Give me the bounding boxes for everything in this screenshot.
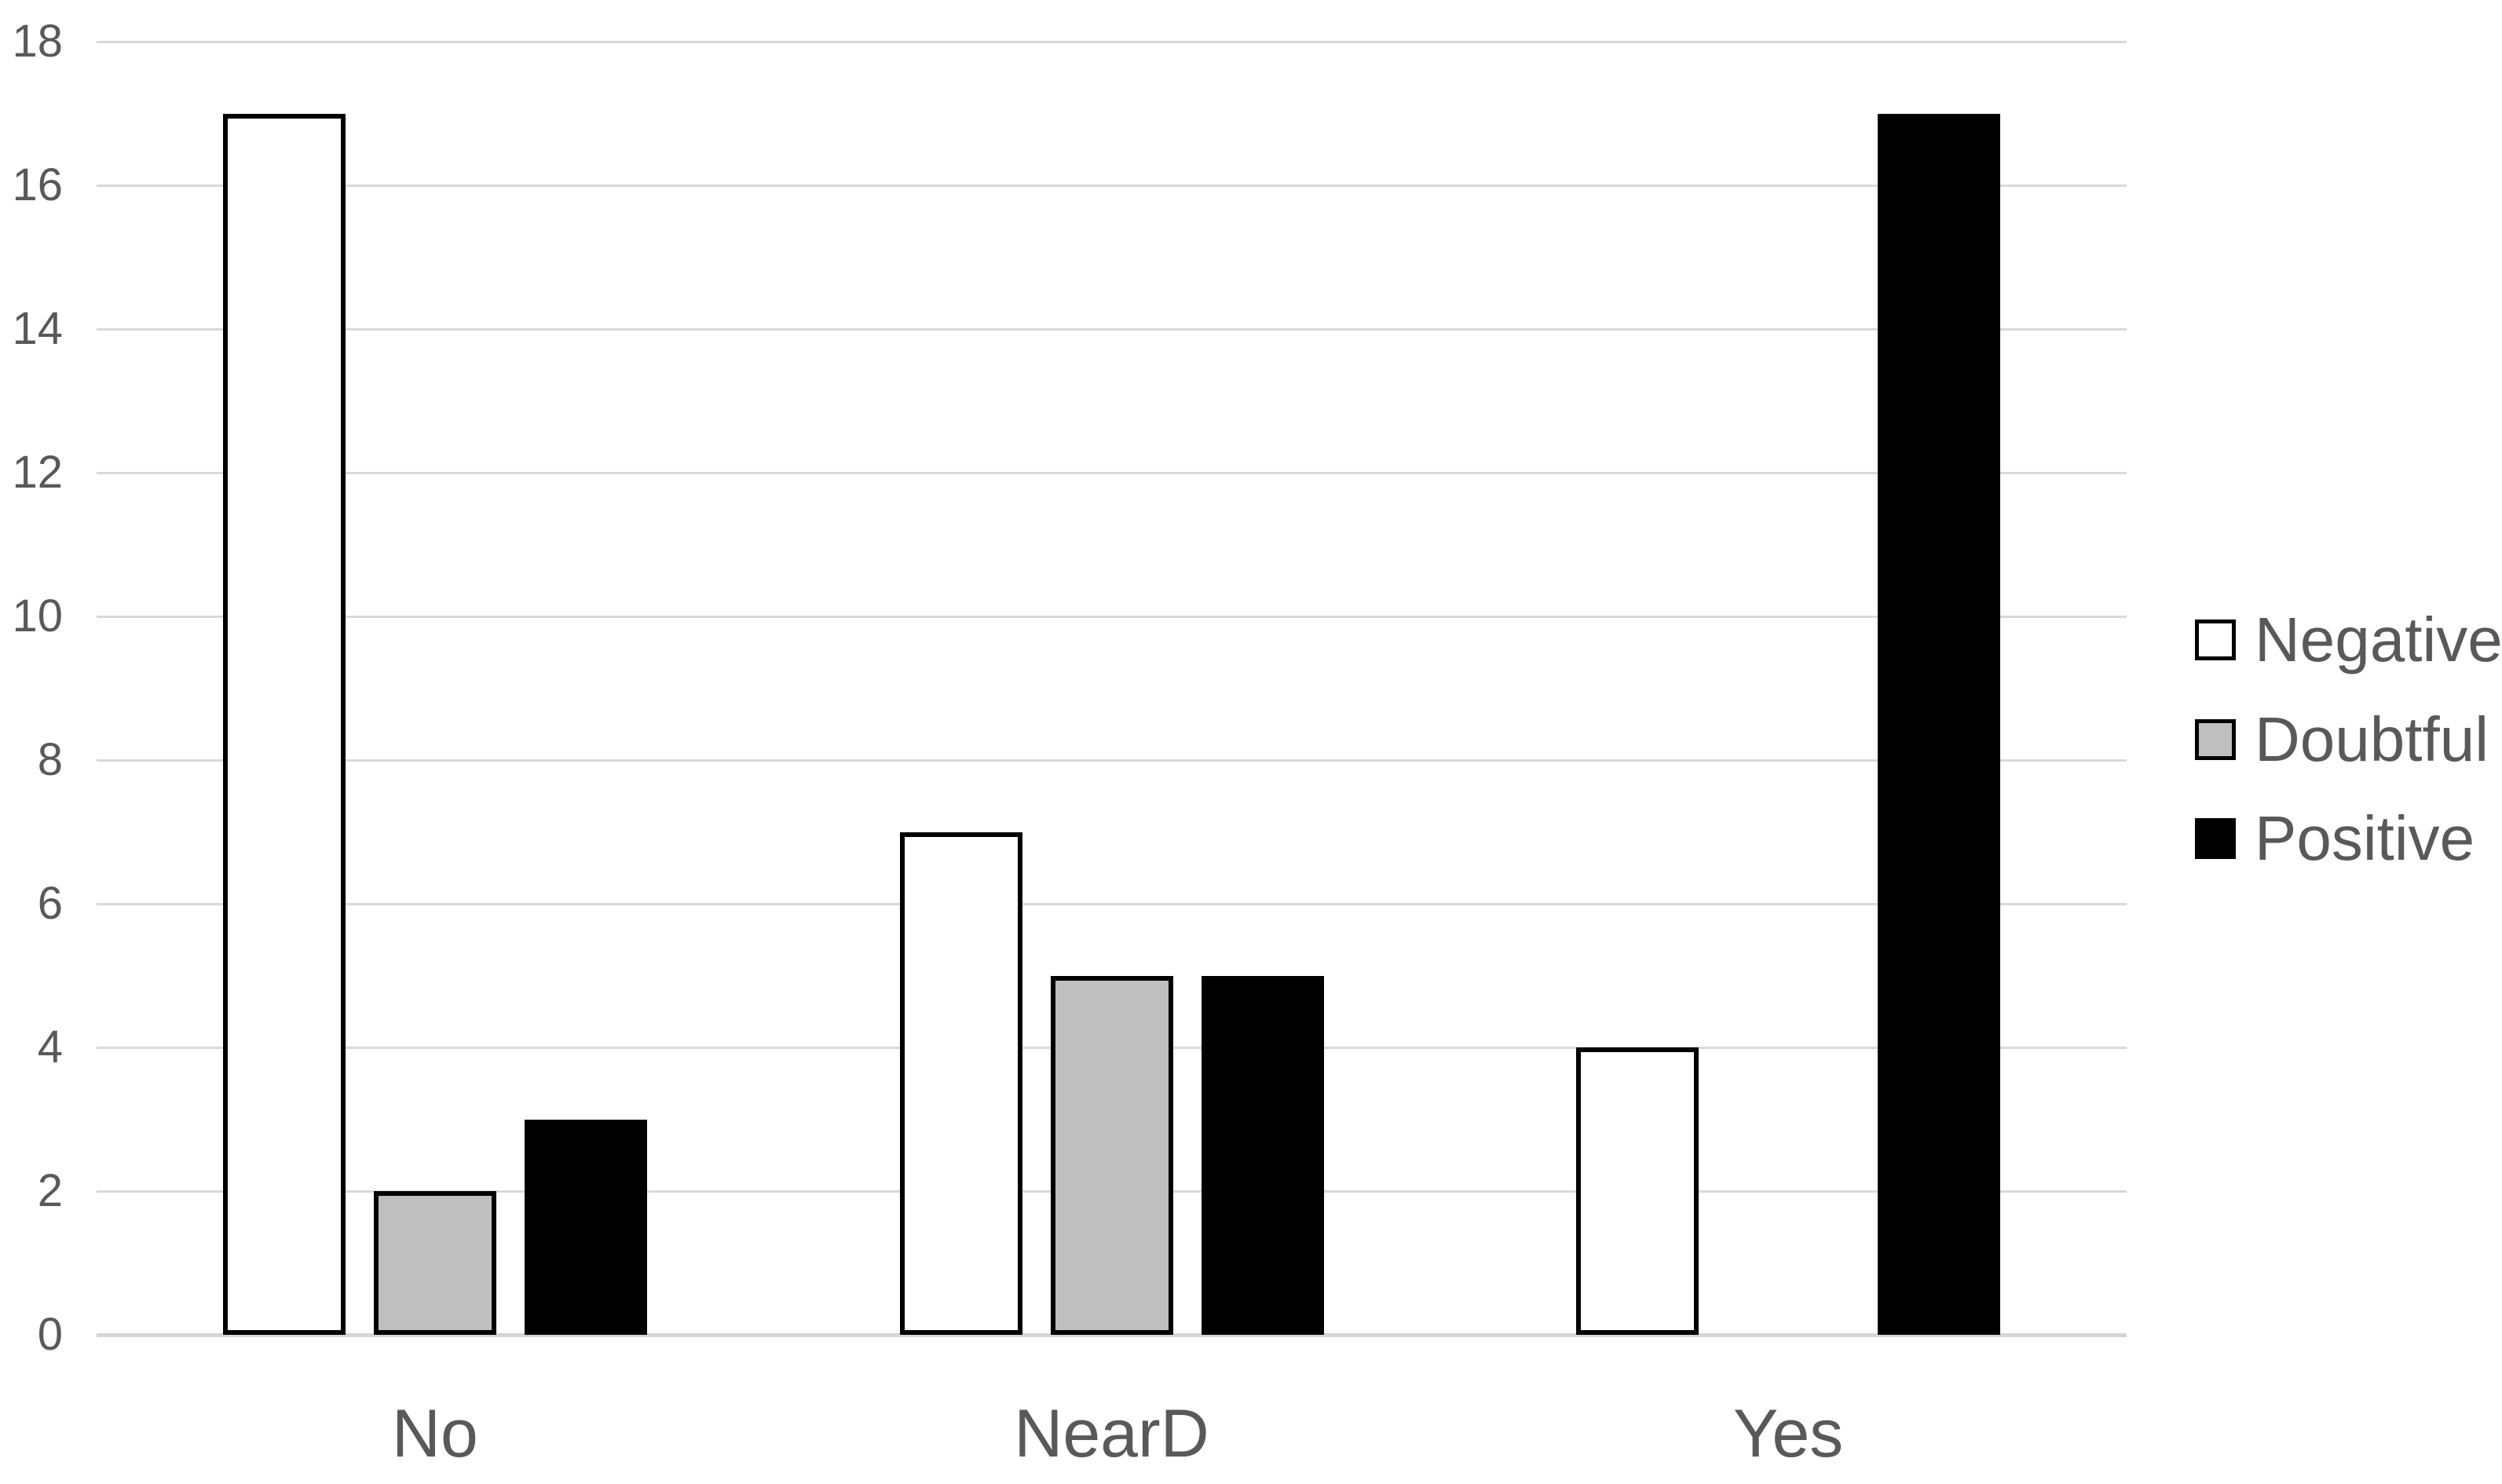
y-axis-tick-label: 10 [12,590,63,641]
x-axis-category-label-no: No [391,1396,478,1471]
y-axis-tick-label: 4 [37,1022,63,1073]
gridline [97,41,2127,43]
bar-neard-negative [899,832,1022,1335]
legend-label-doubtful: Doubtful [2255,704,2489,774]
bar-no-doubtful [373,1191,496,1335]
gridline [97,616,2127,618]
gridline [97,185,2127,187]
legend-label-positive: Positive [2255,803,2475,873]
bar-no-negative [222,113,346,1335]
y-axis-tick-label: 12 [12,447,63,498]
y-axis-tick-label: 0 [37,1309,63,1360]
legend-swatch-negative [2195,620,2236,660]
y-axis-tick-label: 8 [37,734,63,785]
bar-neard-doubtful [1050,975,1173,1335]
x-axis-category-label-yes: Yes [1733,1396,1844,1471]
bar-no-positive [524,1119,647,1335]
x-axis-category-label-neard: NearD [1014,1396,1209,1471]
bar-neard-positive [1201,975,1324,1335]
y-axis-tick-label: 16 [12,159,63,210]
gridline [97,472,2127,474]
legend-item-doubtful: Doubtful [2195,708,2489,771]
y-axis-tick-label: 2 [37,1165,63,1216]
legend-item-positive: Positive [2195,807,2475,870]
y-axis-tick-label: 18 [12,16,63,67]
y-axis-tick-label: 14 [12,303,63,354]
y-axis-tick-label: 6 [37,878,63,929]
legend-swatch-doubtful [2195,719,2236,760]
bar-yes-positive [1878,113,2001,1335]
gridline [97,328,2127,331]
x-axis-baseline [97,1333,2127,1337]
legend-swatch-positive [2195,818,2236,859]
legend-item-negative: Negative [2195,609,2502,671]
bar-yes-negative [1576,1047,1699,1335]
legend-label-negative: Negative [2255,605,2502,674]
gridline [97,759,2127,762]
gridline [97,903,2127,905]
